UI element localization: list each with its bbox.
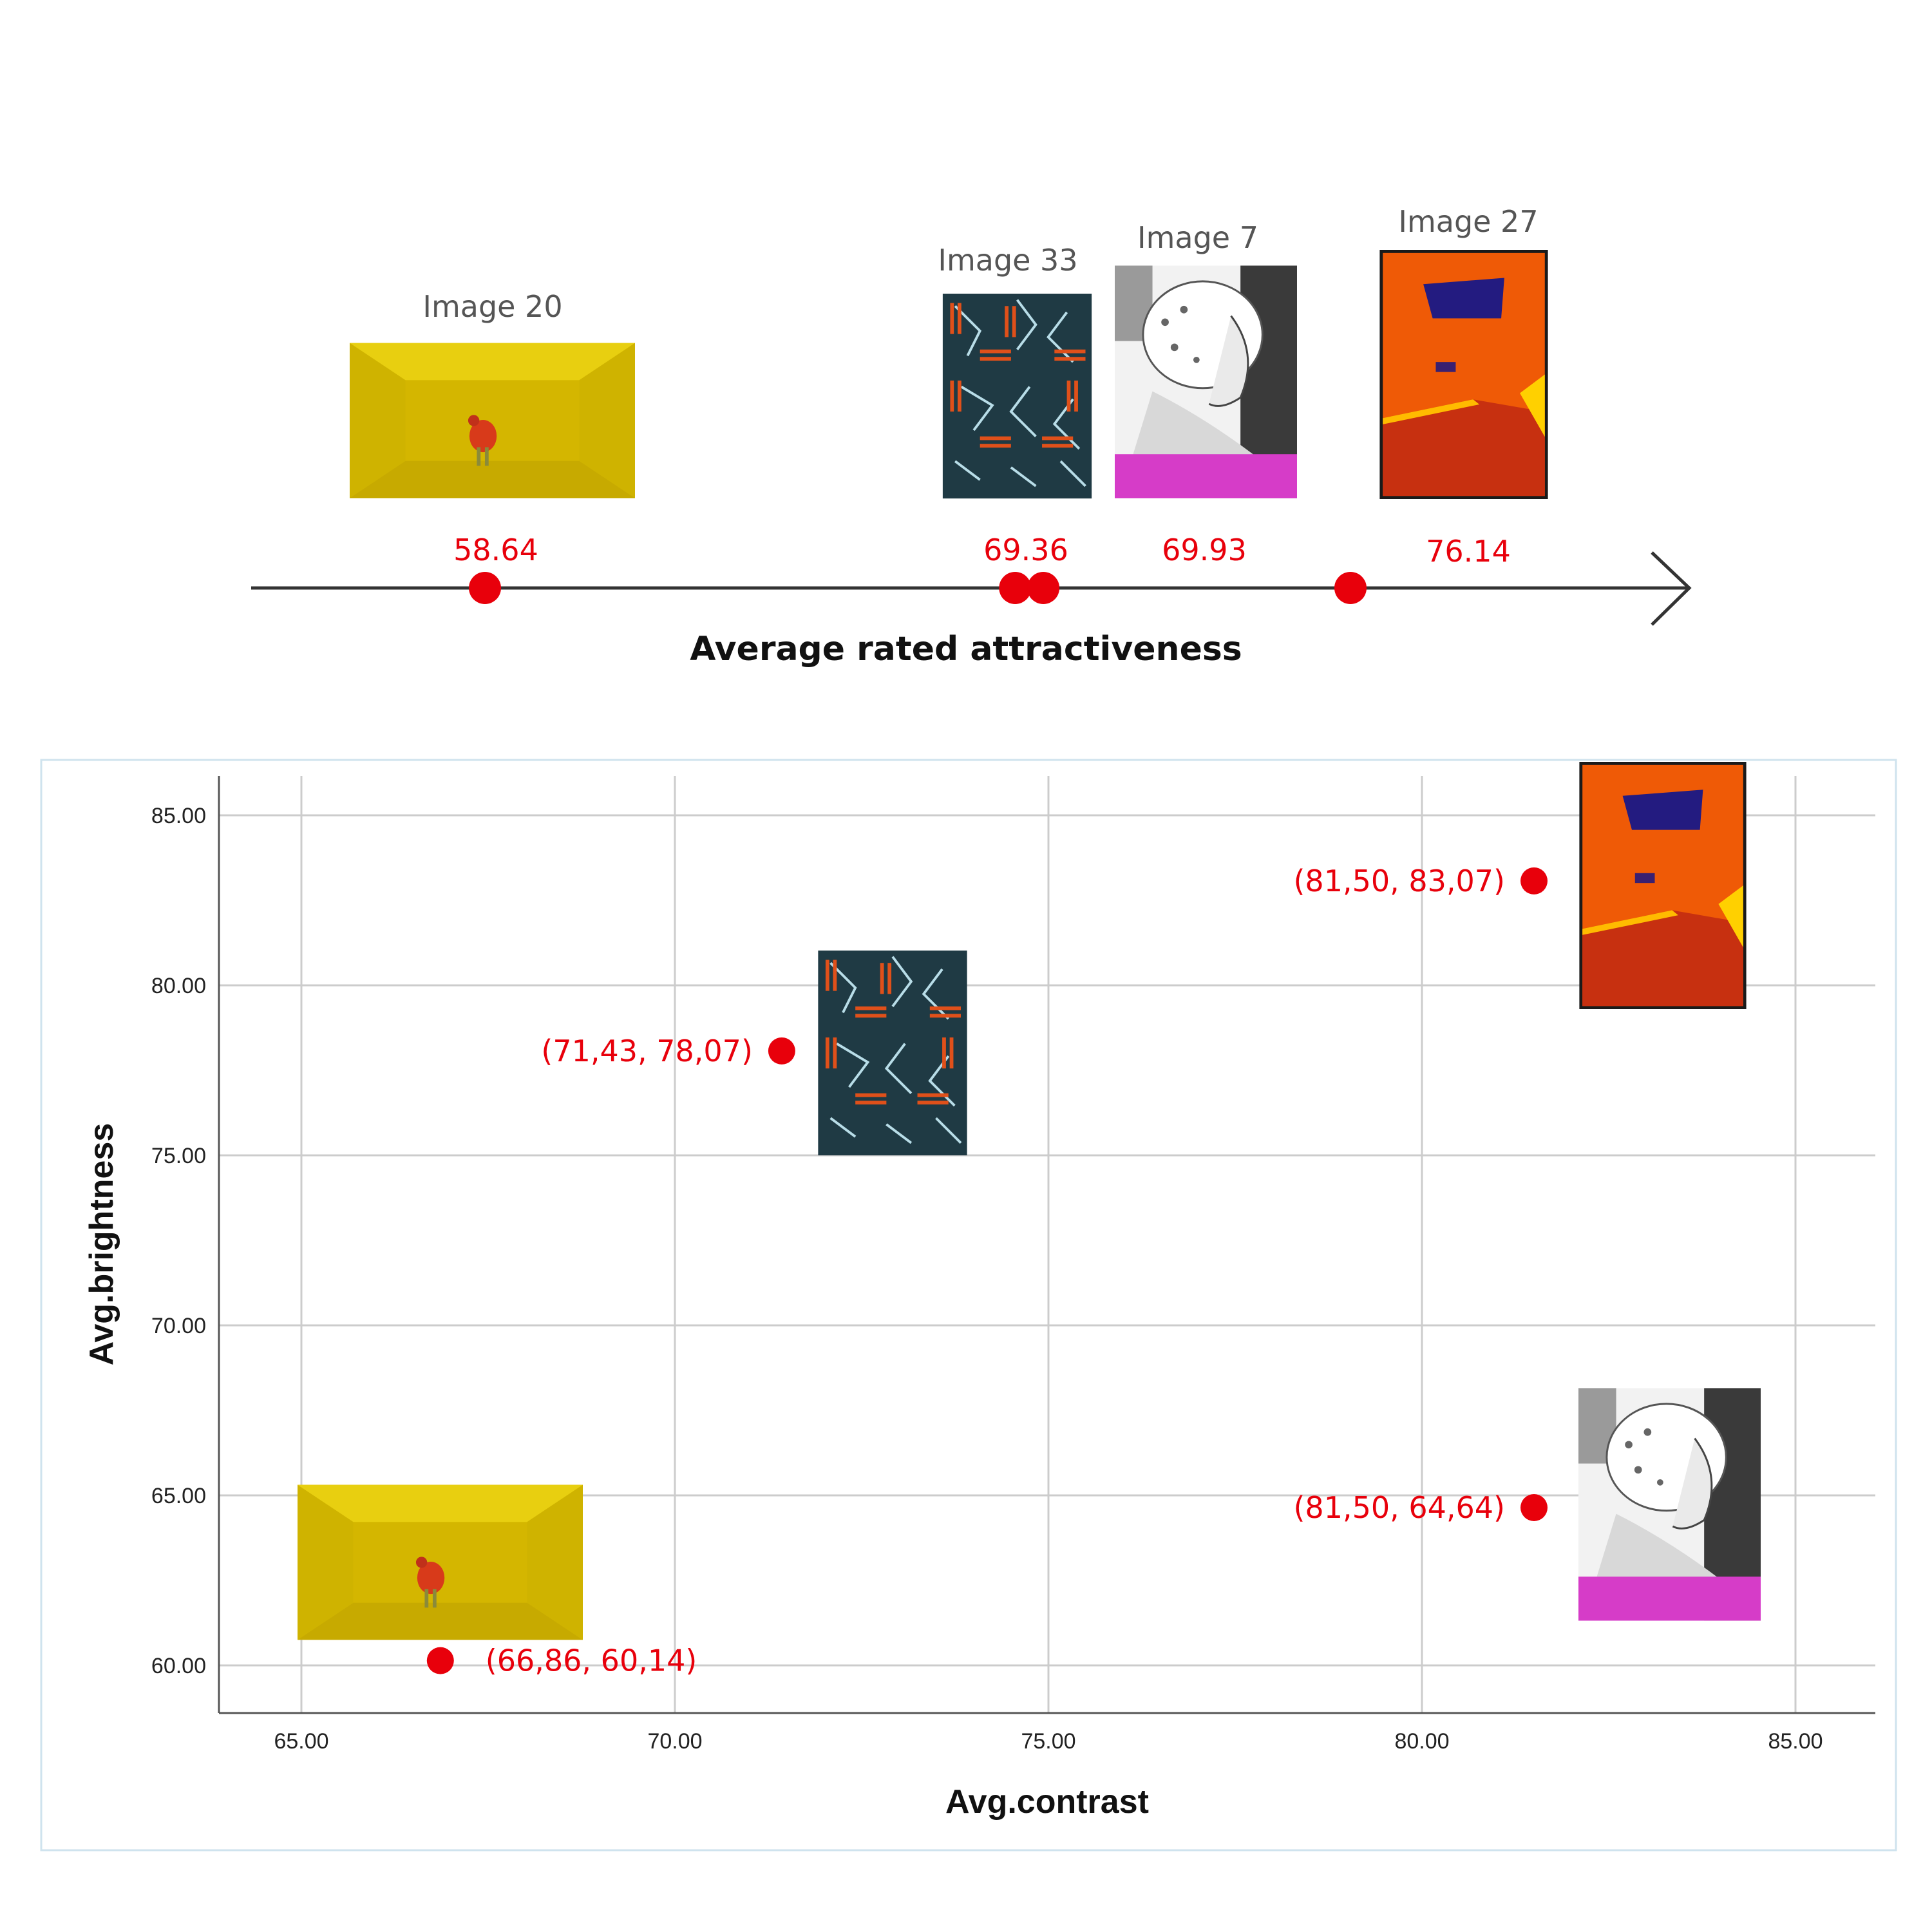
point-label: (81,50, 64,64) — [1293, 1490, 1505, 1525]
value-image-20: 58.64 — [453, 533, 538, 567]
point-label: (71,43, 78,07) — [541, 1034, 753, 1068]
y-tick-label: 60.00 — [151, 1654, 206, 1678]
timeline-title: Average rated attractiveness — [690, 630, 1242, 668]
y-tick-label: 70.00 — [151, 1314, 206, 1338]
thumb-image-33 — [941, 294, 1094, 498]
x-tick-label: 70.00 — [647, 1729, 702, 1754]
value-image-33: 69.36 — [983, 533, 1068, 567]
thumb-image-20 — [350, 343, 635, 498]
scatter-point — [768, 1037, 795, 1065]
scatter-thumb-image-7 — [1578, 1388, 1761, 1621]
x-tick-label: 85.00 — [1768, 1729, 1823, 1754]
scatter-panel: 65.00 70.00 75.00 80.00 85.00 60.00 65.00 70.0… — [40, 759, 1897, 1852]
thumb-image-7 — [1115, 265, 1297, 498]
scatter-thumb-image-20 — [298, 1484, 583, 1640]
scatter-point — [1520, 1494, 1548, 1521]
timeline-marker-img33 — [999, 572, 1032, 604]
y-axis-title: Avg.brightness — [83, 1123, 120, 1366]
timeline-markers — [469, 572, 1367, 604]
value-image-27: 76.14 — [1426, 534, 1511, 569]
timeline-marker-img7 — [1027, 572, 1060, 604]
timeline-panel: Image 20 Image 33 Image 7 Image 27 58.64… — [251, 204, 1692, 668]
point-label: (66,86, 60,14) — [486, 1643, 697, 1678]
y-tick-label: 75.00 — [151, 1144, 206, 1168]
scatter-thumb-image-33 — [817, 951, 969, 1155]
point-label: (81,50, 83,07) — [1293, 864, 1505, 898]
timeline-marker-img20 — [469, 572, 501, 604]
caption-image-33: Image 33 — [938, 243, 1077, 278]
timeline-thumbnails — [350, 250, 1548, 499]
scatter-point — [1520, 867, 1548, 895]
x-tick-label: 75.00 — [1021, 1729, 1075, 1754]
scatter-points: (66,86, 60,14) (71,43, 78,07) (81,50, 83,0… — [426, 864, 1548, 1678]
y-tick-label: 80.00 — [151, 974, 206, 998]
caption-image-20: Image 20 — [422, 289, 562, 324]
scatter-thumb-image-27 — [1579, 762, 1747, 1009]
scatter-point — [426, 1647, 454, 1674]
x-tick-labels: 65.00 70.00 75.00 80.00 85.00 — [274, 1729, 1823, 1754]
x-tick-label: 80.00 — [1394, 1729, 1449, 1754]
y-tick-label: 65.00 — [151, 1484, 206, 1508]
y-tick-label: 85.00 — [151, 804, 206, 828]
x-tick-label: 65.00 — [274, 1729, 328, 1754]
timeline-arrowhead-icon — [1651, 551, 1692, 626]
timeline-marker-img27 — [1334, 572, 1367, 604]
thumb-image-27 — [1379, 250, 1548, 499]
y-tick-labels: 60.00 65.00 70.00 75.00 80.00 85.00 — [151, 804, 206, 1678]
value-image-7: 69.93 — [1162, 533, 1247, 567]
caption-image-7: Image 7 — [1137, 220, 1258, 255]
x-axis-title: Avg.contrast — [945, 1783, 1149, 1821]
caption-image-27: Image 27 — [1398, 204, 1538, 239]
